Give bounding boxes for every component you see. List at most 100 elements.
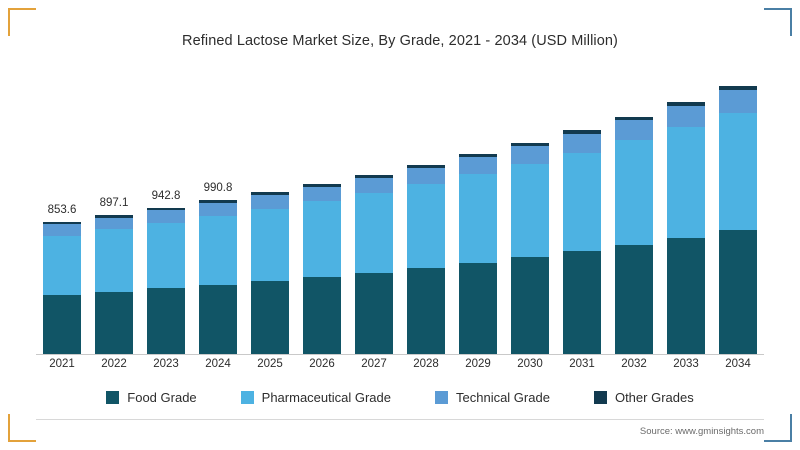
bar-column <box>615 116 653 354</box>
bar-segment <box>199 200 237 204</box>
x-tick-label: 2034 <box>725 358 751 370</box>
x-axis-tick-labels: 2021 2022 2023 2024 2025 2026 2027 2028 2029 2030… <box>36 358 764 378</box>
bar-segment <box>563 251 601 354</box>
bar-segment <box>199 284 237 354</box>
legend-swatch-icon <box>240 390 254 404</box>
bar-column <box>563 130 601 354</box>
bar-segment <box>43 224 81 236</box>
source-attribution: Source: www.gminsights.com <box>639 426 764 437</box>
legend-item[interactable]: Pharmaceutical Grade <box>240 389 391 405</box>
bar-segment <box>459 154 497 158</box>
bar-segment <box>355 192 393 273</box>
bar-value-label: 942.8 <box>151 189 181 202</box>
bar-segment <box>303 186 341 202</box>
chart-title: Refined Lactose Market Size, By Grade, 2… <box>182 33 618 49</box>
bar-segment <box>355 177 393 193</box>
corner-decoration-bottom-left <box>8 414 36 442</box>
bar-value-label: 990.8 <box>203 182 233 195</box>
bar-segment <box>459 174 497 263</box>
bar-segment <box>95 229 133 292</box>
bar-segment <box>355 272 393 354</box>
bar-value-label: 897.1 <box>99 196 129 209</box>
legend-label: Technical Grade <box>456 389 550 405</box>
chart-legend: Food Grade Pharmaceutical Grade Technical … <box>0 386 800 408</box>
plot-area: 853.6 897.1 942.8 990.8 <box>36 72 764 354</box>
bar-segment <box>511 257 549 354</box>
bar-segment <box>303 183 341 187</box>
bar-segment <box>43 294 81 354</box>
bar-segment <box>615 140 653 245</box>
bar-segment <box>563 152 601 252</box>
bar-segment <box>459 157 497 175</box>
x-tick-label: 2025 <box>257 358 283 370</box>
bar-column <box>95 214 133 354</box>
x-tick-label: 2033 <box>673 358 699 370</box>
bar-segment <box>459 262 497 354</box>
bar-segment <box>667 102 705 106</box>
bar-segment <box>407 184 445 268</box>
legend-item[interactable]: Technical Grade <box>435 390 550 405</box>
bar-column <box>199 200 237 354</box>
legend-label: Pharmaceutical Grade <box>261 389 391 405</box>
bar-segment <box>719 89 757 113</box>
x-tick-label: 2029 <box>465 358 491 370</box>
x-tick-label: 2032 <box>621 358 647 370</box>
legend-divider <box>36 419 764 420</box>
bar-segment <box>43 221 81 225</box>
bar-segment <box>615 244 653 354</box>
bar-segment <box>95 217 133 230</box>
bar-segment <box>615 120 653 141</box>
bar-segment <box>667 127 705 238</box>
x-tick-label: 2030 <box>517 358 543 370</box>
bar-segment <box>199 216 237 285</box>
corner-decoration-bottom-right <box>764 414 792 442</box>
legend-item[interactable]: Food Grade <box>106 389 197 405</box>
bar-segment <box>147 288 185 354</box>
x-tick-label: 2027 <box>361 358 387 370</box>
bar-segment <box>147 210 185 223</box>
bar-segment <box>719 86 757 90</box>
x-tick-label: 2023 <box>153 358 179 370</box>
x-tick-label: 2028 <box>413 358 439 370</box>
bar-segment <box>355 174 393 178</box>
bar-segment <box>719 112 757 230</box>
bar-segment <box>95 214 133 218</box>
bar-column <box>303 183 341 354</box>
x-axis-baseline <box>36 354 764 355</box>
bar-column <box>251 192 289 354</box>
bar-segment <box>199 203 237 217</box>
legend-item[interactable]: Other Grades <box>593 390 694 405</box>
bar-segment <box>719 229 757 354</box>
bar-column <box>511 142 549 354</box>
bar-segment <box>303 201 341 277</box>
legend-swatch-icon <box>106 390 120 404</box>
x-tick-label: 2021 <box>49 358 75 370</box>
corner-decoration-top-right <box>764 8 792 36</box>
bar-value-label: 853.6 <box>47 203 77 216</box>
bar-segment <box>511 164 549 258</box>
bar-segment <box>511 146 549 165</box>
bar-segment <box>147 222 185 289</box>
bar-column <box>407 164 445 354</box>
corner-decoration-top-left <box>8 8 36 36</box>
bar-segment <box>407 164 445 168</box>
bar-column <box>355 174 393 354</box>
bar-segment <box>407 167 445 185</box>
bar-column <box>147 207 185 354</box>
bar-segment <box>303 276 341 354</box>
bar-segment <box>511 142 549 147</box>
bar-segment <box>563 133 601 153</box>
x-tick-label: 2031 <box>569 358 595 370</box>
bar-segment <box>667 105 705 128</box>
bar-segment <box>563 130 601 134</box>
x-tick-label: 2024 <box>205 358 231 370</box>
bar-column <box>667 102 705 354</box>
bar-segment <box>251 280 289 354</box>
bar-column <box>459 154 497 354</box>
legend-label: Food Grade <box>127 389 197 405</box>
bar-segment <box>407 267 445 354</box>
bar-segment <box>615 116 653 121</box>
x-tick-label: 2022 <box>101 358 127 370</box>
bar-segment <box>147 207 185 211</box>
